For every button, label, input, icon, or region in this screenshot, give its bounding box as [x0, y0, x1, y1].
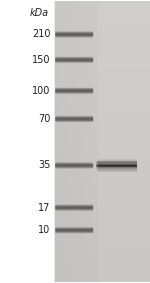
Text: 100: 100: [32, 86, 51, 96]
FancyBboxPatch shape: [55, 59, 93, 61]
FancyBboxPatch shape: [55, 118, 93, 120]
Bar: [96, 159, 137, 160]
Bar: [96, 158, 137, 159]
Bar: [96, 162, 137, 163]
FancyBboxPatch shape: [55, 59, 93, 61]
FancyBboxPatch shape: [55, 36, 93, 38]
FancyBboxPatch shape: [55, 232, 93, 234]
Text: 35: 35: [38, 160, 51, 170]
FancyBboxPatch shape: [55, 57, 93, 59]
FancyBboxPatch shape: [55, 115, 93, 117]
FancyBboxPatch shape: [55, 33, 93, 35]
FancyBboxPatch shape: [55, 209, 93, 211]
Bar: [96, 160, 137, 161]
Bar: [96, 165, 137, 166]
FancyBboxPatch shape: [55, 61, 93, 63]
FancyBboxPatch shape: [55, 227, 93, 229]
Bar: [96, 161, 137, 162]
FancyBboxPatch shape: [55, 35, 93, 37]
Bar: [96, 166, 137, 167]
FancyBboxPatch shape: [55, 120, 93, 122]
Bar: [96, 163, 137, 164]
FancyBboxPatch shape: [55, 165, 93, 167]
Bar: [96, 170, 137, 171]
Bar: [96, 170, 137, 171]
FancyBboxPatch shape: [55, 88, 93, 90]
FancyBboxPatch shape: [55, 118, 93, 120]
Bar: [96, 159, 97, 172]
Bar: [96, 171, 137, 172]
Bar: [96, 167, 137, 168]
FancyBboxPatch shape: [55, 164, 93, 166]
FancyBboxPatch shape: [55, 204, 93, 206]
Bar: [96, 169, 137, 170]
FancyBboxPatch shape: [55, 209, 93, 211]
FancyBboxPatch shape: [55, 60, 93, 62]
FancyBboxPatch shape: [55, 229, 93, 231]
FancyBboxPatch shape: [55, 58, 93, 60]
FancyBboxPatch shape: [55, 206, 93, 208]
Bar: [96, 161, 137, 162]
FancyBboxPatch shape: [55, 230, 93, 231]
Bar: [96, 165, 137, 166]
FancyBboxPatch shape: [55, 162, 93, 164]
FancyBboxPatch shape: [55, 206, 93, 207]
FancyBboxPatch shape: [55, 34, 93, 36]
FancyBboxPatch shape: [55, 33, 93, 34]
FancyBboxPatch shape: [55, 167, 93, 169]
FancyBboxPatch shape: [55, 92, 93, 94]
Text: 17: 17: [38, 203, 51, 213]
FancyBboxPatch shape: [55, 35, 93, 37]
Bar: [96, 159, 98, 172]
Text: 150: 150: [32, 55, 51, 65]
FancyBboxPatch shape: [55, 90, 93, 92]
Bar: [96, 164, 137, 165]
FancyBboxPatch shape: [55, 163, 93, 165]
FancyBboxPatch shape: [55, 205, 93, 207]
Bar: [96, 159, 97, 172]
FancyBboxPatch shape: [55, 119, 93, 121]
Bar: [96, 172, 137, 173]
Bar: [96, 166, 137, 167]
Text: 10: 10: [38, 225, 51, 235]
Bar: [96, 159, 98, 172]
FancyBboxPatch shape: [55, 228, 93, 229]
Bar: [96, 159, 98, 172]
FancyBboxPatch shape: [55, 89, 93, 91]
Bar: [96, 159, 98, 172]
FancyBboxPatch shape: [55, 89, 93, 91]
FancyBboxPatch shape: [55, 32, 93, 34]
Text: 210: 210: [32, 29, 51, 40]
FancyBboxPatch shape: [55, 166, 93, 168]
FancyBboxPatch shape: [55, 116, 93, 118]
Bar: [96, 159, 97, 172]
FancyBboxPatch shape: [55, 228, 93, 230]
FancyBboxPatch shape: [55, 166, 93, 168]
FancyBboxPatch shape: [55, 56, 93, 58]
Bar: [96, 158, 137, 159]
FancyBboxPatch shape: [55, 163, 93, 165]
Bar: [96, 171, 137, 172]
FancyBboxPatch shape: [55, 230, 93, 232]
FancyBboxPatch shape: [55, 92, 93, 94]
FancyBboxPatch shape: [55, 117, 93, 119]
FancyBboxPatch shape: [55, 91, 93, 93]
Bar: [96, 162, 137, 163]
FancyBboxPatch shape: [55, 87, 93, 89]
FancyBboxPatch shape: [55, 121, 93, 123]
Bar: [96, 169, 137, 170]
FancyBboxPatch shape: [55, 31, 93, 33]
Text: kDa: kDa: [30, 8, 49, 18]
FancyBboxPatch shape: [55, 231, 93, 233]
Bar: [96, 168, 137, 169]
FancyBboxPatch shape: [55, 61, 93, 63]
FancyBboxPatch shape: [55, 208, 93, 210]
FancyBboxPatch shape: [55, 207, 93, 209]
Text: 70: 70: [38, 114, 51, 124]
